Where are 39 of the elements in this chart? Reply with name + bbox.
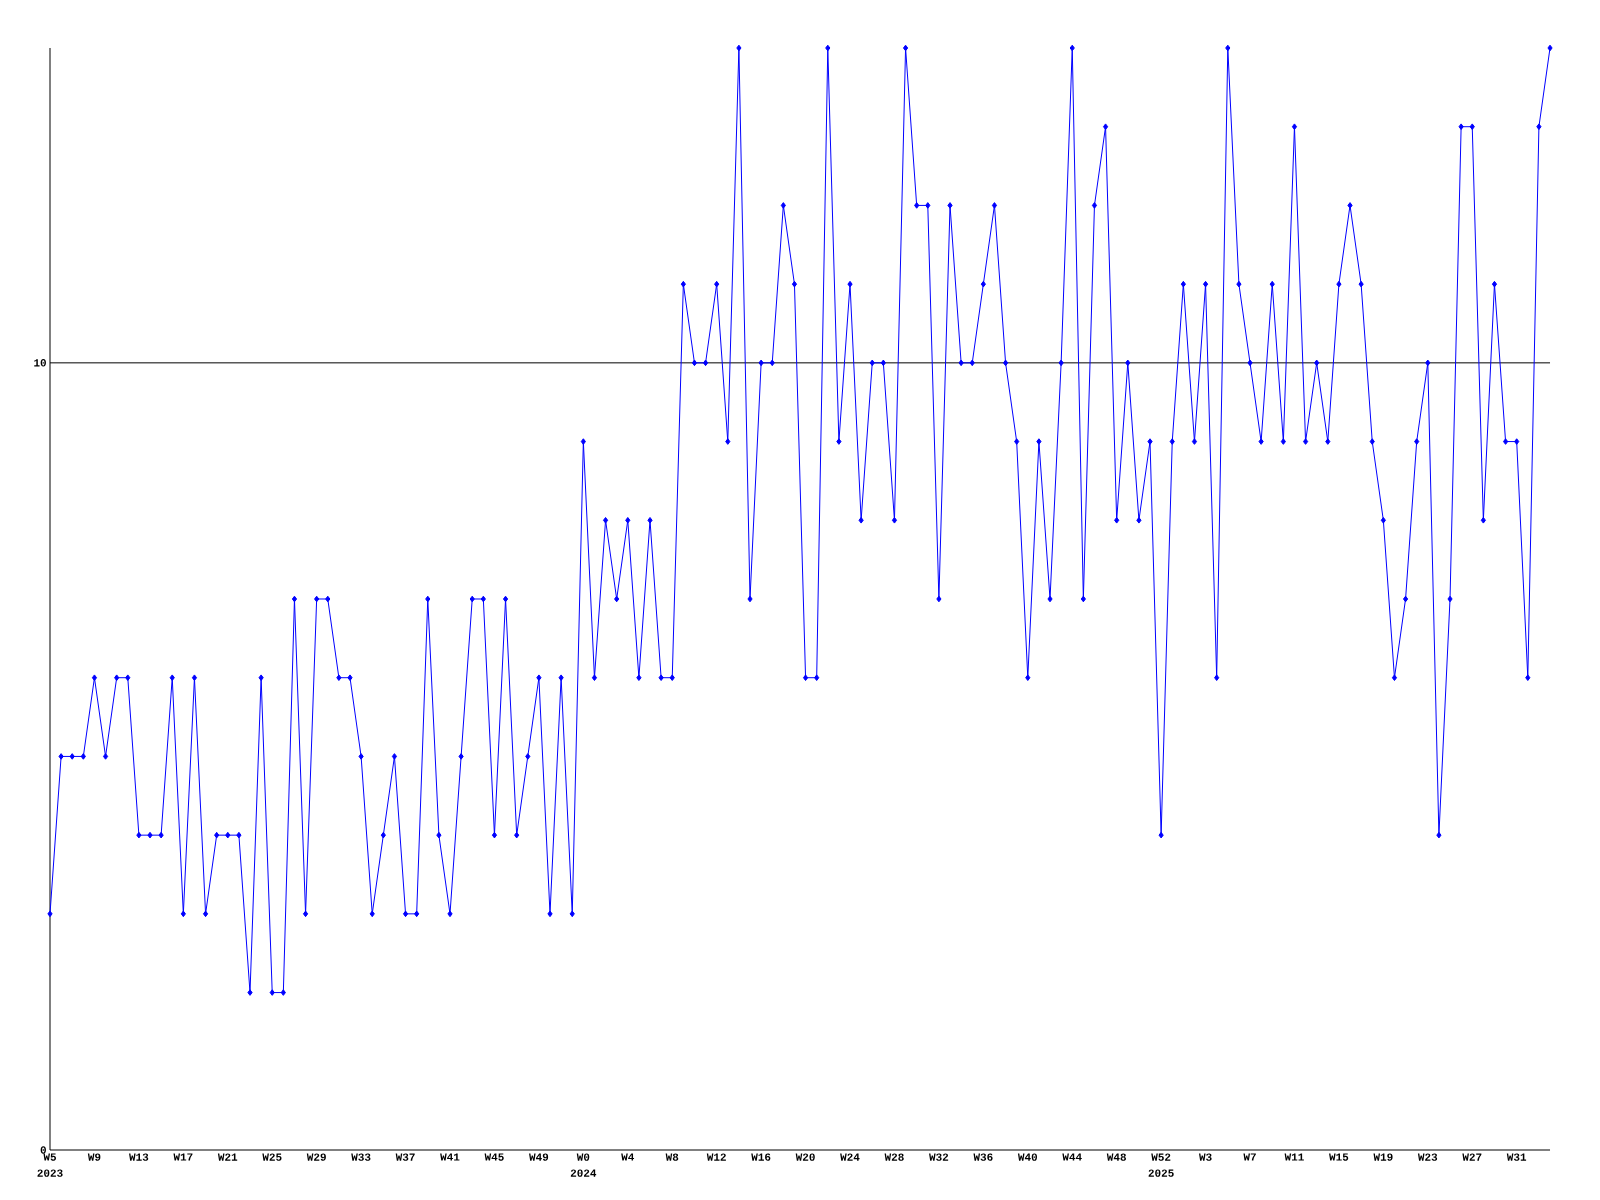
x-tick-label: W24	[840, 1153, 860, 1161]
x-tick-label: W49	[529, 1153, 549, 1161]
x-tick-label: W17	[173, 1153, 193, 1161]
x-tick-label: W13	[129, 1153, 149, 1161]
text: 2024	[570, 1169, 597, 1177]
x-tick-label: W5	[43, 1153, 56, 1161]
x-tick-label: W8	[665, 1153, 679, 1161]
x-tick-label: W40	[1017, 1153, 1038, 1161]
x-tick-label: W29	[306, 1153, 326, 1161]
x-tick-label: W3	[1199, 1153, 1212, 1161]
x-tick-label: W45	[484, 1153, 504, 1161]
x-tick-label: W37	[395, 1153, 415, 1161]
x-tick-label: W48	[1106, 1153, 1126, 1161]
x-tick-label: W52	[1151, 1153, 1171, 1161]
x-tick-label: W12	[706, 1153, 726, 1161]
x-tick-label: W7	[1243, 1153, 1256, 1161]
x-tick-label: W11	[1284, 1153, 1304, 1161]
text: 2025	[1148, 1169, 1174, 1177]
x-tick-label: W23	[1417, 1153, 1438, 1161]
x-tick-label: W33	[351, 1153, 371, 1161]
x-tick-label: W44	[1062, 1153, 1082, 1161]
x-tick-label: W31	[1506, 1153, 1527, 1161]
x-tick-label: W28	[884, 1153, 904, 1161]
x-tick-label: W20	[795, 1153, 815, 1161]
x-tick-label: W21	[217, 1153, 238, 1161]
text: 2023	[37, 1169, 63, 1177]
x-tick-label: W32	[929, 1153, 949, 1161]
x-tick-label: W41	[440, 1153, 460, 1161]
x-tick-label: W19	[1373, 1153, 1393, 1161]
x-tick-label: W16	[751, 1153, 771, 1161]
x-tick-label: W27	[1462, 1153, 1482, 1161]
x-tick-label: W36	[973, 1153, 993, 1161]
x-tick-label: W25	[262, 1153, 282, 1161]
y-tick-label: 10	[34, 359, 46, 367]
x-tick-label: W15	[1329, 1153, 1349, 1161]
x-tick-label: W4	[621, 1153, 635, 1161]
y-tick-label: 0	[40, 1146, 46, 1154]
x-tick-label: W0	[576, 1153, 590, 1161]
x-tick-label: W9	[87, 1153, 101, 1161]
